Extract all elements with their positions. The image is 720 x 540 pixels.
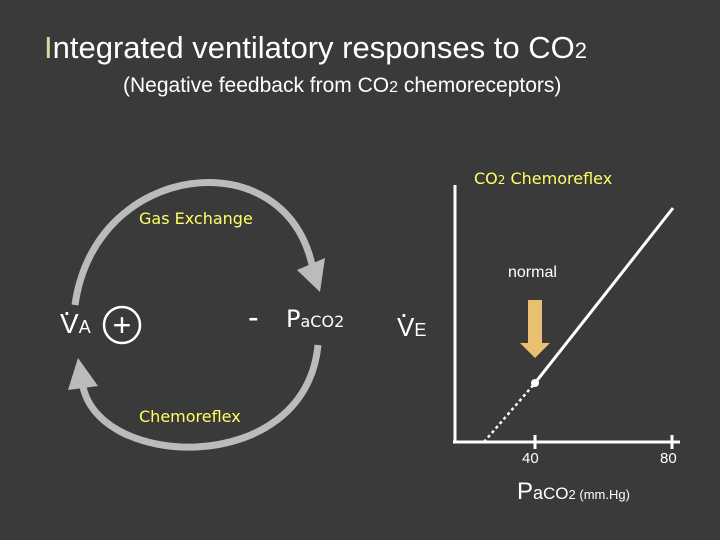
plus-sign: + [112, 307, 132, 343]
slide-title: Integrated ventilatory responses to CO2 [44, 30, 587, 65]
normal-arrow-shaft [528, 300, 542, 345]
gas-exchange-label: Gas Exchange [139, 209, 253, 228]
response-line-dotted [483, 382, 536, 443]
normal-label: normal [508, 264, 557, 281]
minute-ventilation-label: . VE [397, 292, 427, 342]
response-line-solid [533, 207, 675, 384]
gas-exchange-arrowhead [297, 258, 325, 292]
tick-80-label: 80 [660, 450, 677, 467]
paco2-label: PaCO2 [286, 305, 345, 333]
gas-exchange-arc [71, 179, 316, 306]
minus-sign: - [248, 299, 259, 335]
tick-40-label: 40 [522, 450, 539, 467]
plus-circle [102, 305, 142, 345]
chemoreflex-label: Chemoreflex [139, 407, 241, 426]
x-axis-title: PaCO2 (mm.Hg) [517, 478, 630, 505]
chemoreflex-arc [78, 344, 322, 451]
alveolar-ventilation-label: . VA [60, 290, 91, 339]
operating-point [531, 379, 539, 387]
chemoreflex-arrowhead [68, 358, 98, 390]
normal-arrow-head [520, 343, 550, 358]
slide-subtitle: (Negative feedback from CO2 chemorecepto… [123, 74, 562, 97]
co2-chemoreflex-label: CO2 Chemoreflex [474, 169, 613, 188]
